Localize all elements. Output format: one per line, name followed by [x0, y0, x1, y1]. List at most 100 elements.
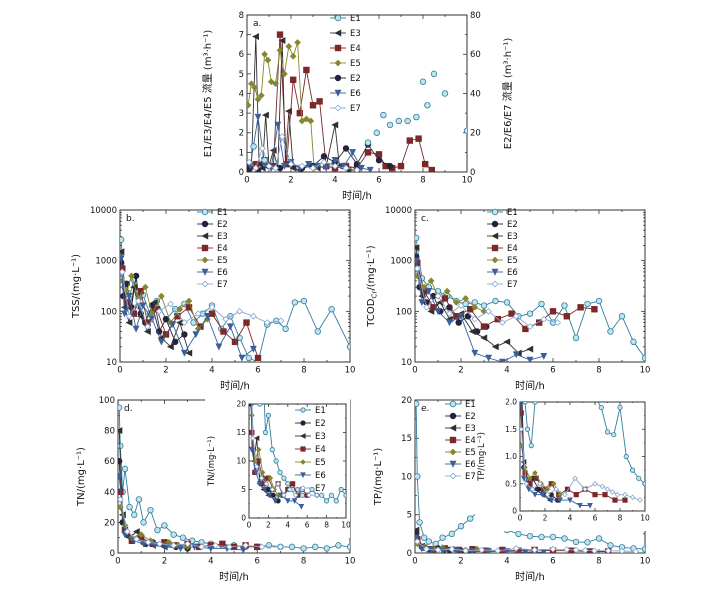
svg-text:E2: E2 — [465, 412, 476, 422]
svg-text:10000: 10000 — [90, 206, 117, 216]
svg-text:2: 2 — [266, 521, 271, 530]
svg-text:20: 20 — [401, 396, 412, 406]
svg-text:E6: E6 — [350, 89, 361, 99]
svg-text:5: 5 — [241, 485, 246, 494]
svg-text:TCODCr/(mg·L⁻¹): TCODCr/(mg·L⁻¹) — [366, 245, 379, 327]
svg-text:6: 6 — [255, 366, 260, 376]
svg-text:2: 2 — [163, 366, 168, 376]
svg-text:2: 2 — [239, 129, 244, 139]
svg-text:8: 8 — [420, 176, 425, 186]
svg-text:0: 0 — [239, 168, 244, 178]
svg-text:0: 0 — [115, 557, 120, 567]
svg-text:2: 2 — [288, 176, 293, 186]
svg-text:E3: E3 — [465, 424, 476, 434]
svg-text:10: 10 — [640, 557, 651, 567]
svg-text:2: 2 — [458, 366, 463, 376]
svg-text:100: 100 — [396, 307, 412, 317]
svg-text:TN/(mg·L⁻¹): TN/(mg·L⁻¹) — [207, 436, 217, 487]
chart-svg-a: 0 2 4 6 8 10012345678020406080时间/hE1/E3/E4/E5… — [201, 11, 514, 202]
svg-text:E5: E5 — [315, 458, 326, 468]
svg-text:5: 5 — [239, 70, 244, 80]
svg-text:4: 4 — [504, 366, 509, 376]
svg-text:TP/(mg·L⁻¹): TP/(mg·L⁻¹) — [373, 448, 384, 507]
svg-text:8: 8 — [324, 521, 329, 530]
svg-text:0: 0 — [407, 549, 412, 559]
svg-text:1000: 1000 — [390, 257, 412, 267]
svg-text:6: 6 — [550, 557, 555, 567]
chart-svg-e_inset: 0 2 4 6 8 10 0 0.5 1.0 1.5 2.0 TP/(mg·L⁻¹) — [475, 396, 650, 531]
svg-text:E2: E2 — [507, 220, 518, 230]
svg-text:6: 6 — [550, 366, 555, 376]
svg-text:0: 0 — [244, 176, 249, 186]
svg-text:c.: c. — [421, 214, 429, 224]
svg-text:d.: d. — [124, 404, 133, 414]
svg-text:0: 0 — [512, 507, 517, 516]
svg-text:4: 4 — [568, 514, 573, 523]
chart-tcod: 0 2 4 6 8 10 10 100 1000 10000 时间/h TCODCr/(mg·L⁻¹)… — [363, 202, 660, 397]
svg-text:E4: E4 — [465, 436, 476, 446]
svg-text:0: 0 — [518, 514, 523, 523]
svg-text:4: 4 — [239, 89, 244, 99]
svg-text:2: 2 — [458, 557, 463, 567]
svg-text:E4: E4 — [217, 244, 228, 254]
chart-tss: 0 2 4 6 8 10 10 100 1000 10000 时间/h TSS/(mg·L⁻¹) b. E… — [68, 202, 365, 397]
svg-text:E4: E4 — [507, 244, 518, 254]
svg-text:1.5: 1.5 — [505, 425, 517, 434]
svg-text:TP/(mg·L⁻¹): TP/(mg·L⁻¹) — [477, 432, 487, 482]
svg-text:时间/h: 时间/h — [219, 570, 249, 583]
svg-text:1000: 1000 — [95, 257, 117, 267]
svg-text:E1/E3/E4/E5 流量 (m³·h⁻¹): E1/E3/E4/E5 流量 (m³·h⁻¹) — [201, 30, 214, 158]
svg-text:10: 10 — [341, 521, 350, 530]
svg-text:E5: E5 — [507, 256, 518, 266]
svg-text:1.0: 1.0 — [505, 452, 517, 461]
svg-text:8: 8 — [301, 557, 306, 567]
svg-text:10: 10 — [106, 358, 117, 368]
svg-text:时间/h: 时间/h — [342, 189, 372, 202]
svg-text:20: 20 — [104, 518, 115, 528]
svg-text:0: 0 — [241, 514, 246, 523]
svg-text:6: 6 — [254, 557, 259, 567]
svg-text:E2: E2 — [217, 220, 228, 230]
svg-text:2.0: 2.0 — [505, 398, 517, 407]
svg-text:20: 20 — [470, 129, 481, 139]
svg-text:10: 10 — [401, 472, 412, 482]
svg-text:0: 0 — [247, 521, 252, 530]
chart-tp-inset: 0 2 4 6 8 10 0 0.5 1.0 1.5 2.0 TP/(mg·L⁻¹) — [475, 396, 650, 531]
svg-text:E2: E2 — [315, 419, 326, 429]
svg-text:E2: E2 — [350, 74, 361, 84]
svg-text:4: 4 — [504, 557, 509, 567]
svg-text:E6: E6 — [507, 268, 518, 278]
svg-text:E4: E4 — [350, 44, 361, 54]
chart-svg-b: 0 2 4 6 8 10 10 100 1000 10000 时间/h TSS/(mg·L⁻¹) b. E… — [71, 206, 355, 392]
svg-text:E4: E4 — [315, 445, 326, 455]
svg-text:E5: E5 — [465, 448, 476, 458]
svg-text:6: 6 — [593, 514, 598, 523]
svg-text:E3: E3 — [350, 29, 361, 39]
svg-text:8: 8 — [301, 366, 306, 376]
svg-text:E7: E7 — [507, 280, 518, 290]
svg-text:E1: E1 — [217, 208, 228, 218]
svg-text:E5: E5 — [350, 59, 361, 69]
svg-text:80: 80 — [470, 11, 481, 21]
svg-text:TSS/(mg·L⁻¹): TSS/(mg·L⁻¹) — [71, 254, 82, 319]
svg-text:10: 10 — [401, 358, 412, 368]
svg-text:10: 10 — [345, 557, 356, 567]
svg-text:E6: E6 — [465, 460, 476, 470]
svg-text:8: 8 — [618, 514, 623, 523]
svg-text:1: 1 — [239, 148, 244, 158]
svg-text:E7: E7 — [350, 104, 361, 114]
svg-text:0: 0 — [117, 366, 122, 376]
svg-text:60: 60 — [470, 50, 481, 60]
svg-text:40: 40 — [104, 488, 115, 498]
chart-tn: 0 2 4 6 8 10 0 20 40 60 80 100 时间/h TN/(mg·L⁻¹) d. — [73, 392, 365, 592]
svg-text:b.: b. — [126, 214, 135, 224]
svg-text:4: 4 — [209, 366, 214, 376]
svg-text:20: 20 — [236, 400, 246, 409]
svg-text:10: 10 — [236, 457, 246, 466]
svg-text:E6: E6 — [217, 268, 228, 278]
svg-text:8: 8 — [596, 557, 601, 567]
svg-text:100: 100 — [101, 307, 117, 317]
svg-text:2: 2 — [543, 514, 548, 523]
svg-text:60: 60 — [104, 457, 115, 467]
svg-text:TN/(mg·L⁻¹): TN/(mg·L⁻¹) — [76, 447, 87, 507]
